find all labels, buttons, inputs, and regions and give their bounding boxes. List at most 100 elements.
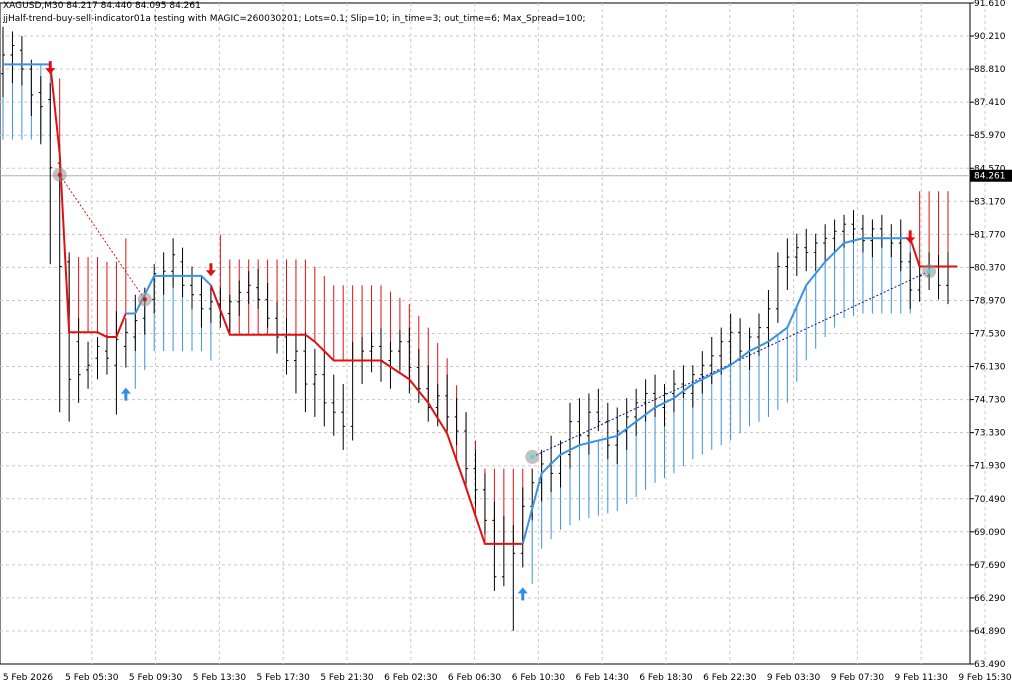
x-tick-label: 6 Feb 06:30 <box>448 673 502 683</box>
y-tick-label: 78.970 <box>974 296 1006 306</box>
ohlc-bar <box>568 402 572 469</box>
ohlc-bar <box>785 238 790 291</box>
ohlc-bar <box>322 351 327 427</box>
ohlc-bar <box>605 402 610 460</box>
ohlc-bar <box>851 210 856 244</box>
ohlc-bar <box>482 473 487 535</box>
y-tick-label: 85.970 <box>974 131 1006 141</box>
ohlc-bar <box>445 374 450 432</box>
ohlc-bar <box>709 337 714 385</box>
ohlc-bar <box>303 332 308 413</box>
current-price-label: 84.261 <box>974 172 1006 182</box>
halftrend-line-up <box>125 274 212 315</box>
ohlc-bar <box>388 341 393 389</box>
ohlc-bar <box>416 348 421 403</box>
x-tick-label: 5 Feb 13:30 <box>193 673 247 683</box>
x-tick-label: 5 Feb 2026 <box>3 673 54 683</box>
ohlc-bar <box>634 388 639 436</box>
x-tick-label: 5 Feb 09:30 <box>129 673 183 683</box>
ohlc-bar <box>662 384 667 427</box>
ohlc-bar <box>860 214 865 253</box>
ohlc-bar <box>133 294 138 352</box>
ohlc-bar <box>95 337 100 380</box>
ohlc-bar <box>407 327 412 394</box>
ohlc-bar <box>397 329 402 370</box>
ohlc-bar <box>454 398 459 446</box>
ohlc-bar <box>10 31 15 84</box>
x-tick-label: 9 Feb 11:30 <box>895 673 949 683</box>
trade-marker-dot <box>57 172 62 177</box>
ohlc-bar <box>823 224 828 262</box>
trade-marker-dot <box>927 269 932 274</box>
ohlc-bar <box>775 252 780 323</box>
ohlc-bar <box>719 327 724 375</box>
sell-arrow-icon <box>905 230 916 244</box>
x-tick-label: 6 Feb 10:30 <box>512 673 566 683</box>
ohlc-bar <box>369 332 374 373</box>
ohlc-bar <box>766 290 771 347</box>
trade-marker-dot <box>142 297 147 302</box>
y-tick-label: 87.410 <box>974 98 1006 108</box>
ohlc-bar <box>671 369 676 413</box>
symbol-ohlc-line: XAGUSD,M30 84.217 84.440 84.095 84.261 <box>3 1 201 11</box>
y-tick-label: 81.770 <box>974 230 1006 240</box>
y-tick-label: 67.690 <box>974 561 1006 571</box>
trade-marker-dot <box>530 454 535 459</box>
ohlc-bar <box>681 365 686 399</box>
y-tick-label: 74.730 <box>974 396 1006 406</box>
ohlc-bar <box>246 271 251 305</box>
ohlc-bar <box>29 59 34 117</box>
y-tick-label: 84.570 <box>974 164 1006 174</box>
x-tick-label: 5 Feb 17:30 <box>257 673 311 683</box>
ohlc-bar <box>190 266 194 309</box>
ohlc-bar <box>227 294 232 333</box>
ohlc-bar <box>256 268 261 309</box>
ohlc-bar <box>492 501 497 591</box>
ohlc-bar <box>114 311 119 415</box>
x-tick-label: 5 Feb 05:30 <box>65 673 119 683</box>
y-tick-label: 63.490 <box>974 660 1006 670</box>
ohlc-bar <box>577 398 582 446</box>
y-tick-label: 76.130 <box>974 363 1006 373</box>
ohlc-bar <box>123 318 128 368</box>
y-tick-label: 83.170 <box>974 197 1006 207</box>
ohlc-bar <box>464 412 469 483</box>
y-tick-label: 70.490 <box>974 495 1006 505</box>
y-tick-label: 66.290 <box>974 594 1006 604</box>
ohlc-bar <box>728 313 733 366</box>
y-tick-label: 64.890 <box>974 627 1006 637</box>
sell-arrow-icon <box>205 263 216 277</box>
ohlc-bar <box>898 219 903 272</box>
ohlc-bar <box>265 282 270 328</box>
ohlc-bar <box>908 252 913 309</box>
halftrend-line-up <box>521 237 911 545</box>
current-price-tag <box>970 169 1012 182</box>
ohlc-bar <box>804 228 809 272</box>
halftrend-line-down <box>49 64 127 338</box>
y-tick-label: 77.530 <box>974 330 1006 340</box>
ohlc-bar <box>86 341 91 389</box>
ohlc-bar <box>199 275 204 328</box>
ohlc-bar <box>473 449 478 507</box>
ohlc-bar <box>341 384 346 450</box>
y-tick-label: 91.610 <box>974 0 1006 9</box>
ohlc-bar <box>917 266 922 302</box>
ohlc-bar <box>38 76 43 145</box>
ohlc-bar <box>48 83 53 265</box>
x-tick-label: 6 Feb 18:30 <box>639 673 693 683</box>
ohlc-bar <box>832 219 837 253</box>
ohlc-bar <box>520 487 525 568</box>
y-tick-label: 80.370 <box>974 263 1006 273</box>
y-tick-label: 69.090 <box>974 528 1006 538</box>
sell-arrow-icon <box>45 61 56 75</box>
halftrend-line-down <box>209 284 523 545</box>
ohlc-bar <box>275 301 280 354</box>
ohlc-bar <box>794 233 799 276</box>
x-tick-label: 9 Feb 07:30 <box>831 673 885 683</box>
ohlc-bar <box>331 374 336 436</box>
ohlc-bar <box>690 365 695 408</box>
x-tick-label: 6 Feb 02:30 <box>384 673 438 683</box>
ohlc-bar <box>700 351 705 394</box>
ohlc-bar <box>152 264 157 314</box>
